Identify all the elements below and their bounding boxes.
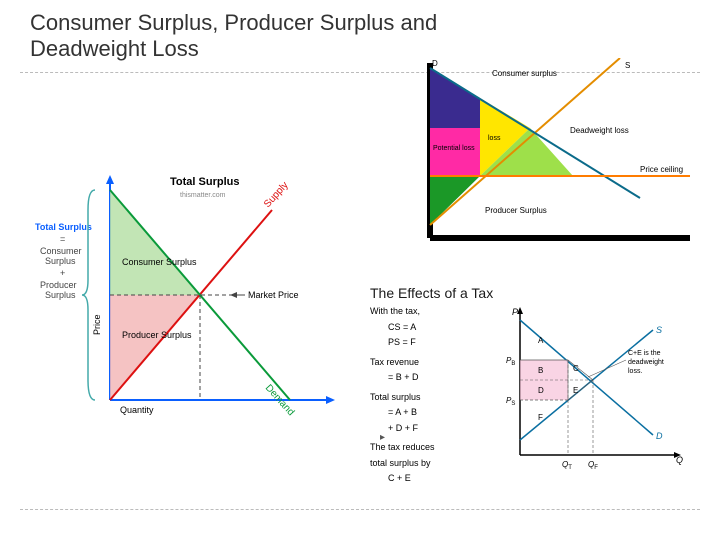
svg-text:Surplus: Surplus (45, 290, 76, 300)
svg-text:Deadweight loss: Deadweight loss (570, 126, 629, 135)
total-surplus-chart: Total Surplus = Consumer Surplus + Produ… (30, 170, 370, 430)
tax-effects-panel: The Effects of a Tax With the tax, CS = … (370, 285, 700, 488)
tax-title: The Effects of a Tax (370, 285, 700, 301)
svg-text:deadweight: deadweight (628, 359, 664, 366)
svg-text:Q: Q (676, 455, 683, 465)
svg-text:Quantity: Quantity (120, 405, 154, 415)
svg-text:PS: PS (506, 396, 515, 407)
svg-text:C: C (573, 364, 579, 373)
svg-text:S: S (656, 325, 662, 335)
svg-text:Consumer Surplus: Consumer Surplus (122, 257, 197, 267)
svg-text:+: + (60, 268, 65, 278)
svg-text:D: D (538, 386, 544, 395)
svg-text:Potential loss: Potential loss (433, 145, 475, 152)
svg-text:B: B (538, 366, 543, 375)
svg-text:loss: loss (488, 135, 501, 142)
tax-description: With the tax, CS = A PS = F Tax revenue … (370, 305, 490, 488)
tax-chart: A B C D E F P PB PS QT QF Q S D C+E is t… (498, 305, 693, 475)
svg-text:E: E (573, 386, 578, 395)
svg-text:Price ceiling: Price ceiling (640, 165, 683, 174)
price-ceiling-chart: D S Consumer surplus Potential loss loss… (370, 58, 700, 258)
svg-text:loss.: loss. (628, 368, 642, 375)
svg-text:QF: QF (588, 460, 598, 471)
svg-text:Market Price: Market Price (248, 290, 299, 300)
svg-text:Total Surplus: Total Surplus (170, 176, 239, 188)
svg-text:Price: Price (92, 314, 102, 335)
svg-text:QT: QT (562, 460, 572, 471)
svg-text:D: D (432, 59, 438, 68)
svg-text:=: = (60, 234, 65, 244)
svg-text:Total Surplus: Total Surplus (35, 222, 92, 232)
svg-text:Consumer: Consumer (40, 246, 82, 256)
bullet-icon: ▸ (380, 432, 385, 443)
svg-text:Supply: Supply (262, 180, 291, 210)
svg-text:Consumer surplus: Consumer surplus (492, 69, 557, 78)
page-title: Consumer Surplus, Producer Surplus and D… (30, 10, 437, 63)
svg-text:Surplus: Surplus (45, 256, 76, 266)
divider-bottom (20, 509, 700, 510)
svg-text:F: F (538, 413, 543, 422)
svg-text:Producer Surplus: Producer Surplus (122, 330, 192, 340)
svg-text:Producer: Producer (40, 280, 77, 290)
svg-text:C+E is the: C+E is the (628, 350, 661, 357)
svg-text:thismatter.com: thismatter.com (180, 192, 226, 199)
svg-text:A: A (538, 336, 544, 345)
svg-text:PB: PB (506, 356, 515, 367)
svg-text:S: S (625, 61, 630, 70)
svg-text:P: P (512, 307, 518, 317)
svg-text:D: D (656, 431, 663, 441)
svg-text:Producer Surplus: Producer Surplus (485, 206, 547, 215)
